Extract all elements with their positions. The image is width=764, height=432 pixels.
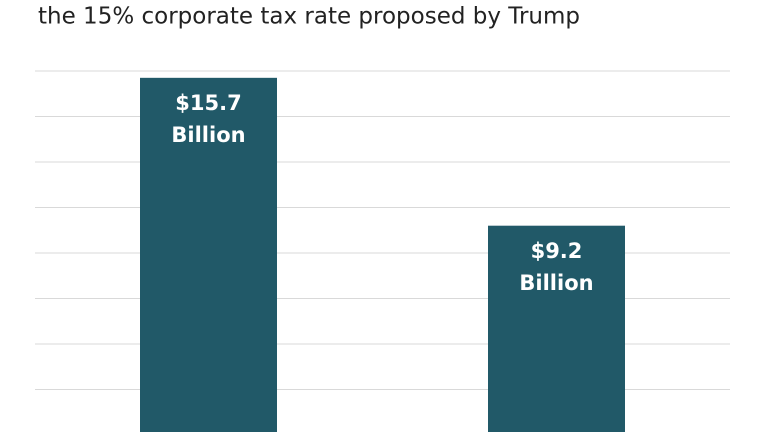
value-label: $15.7 Billion: [171, 90, 246, 147]
bar: [140, 77, 277, 432]
value-label: $9.2 Billion: [519, 238, 594, 295]
bar: [488, 225, 625, 432]
chart-title: the 15% corporate tax rate proposed by T…: [38, 4, 580, 30]
